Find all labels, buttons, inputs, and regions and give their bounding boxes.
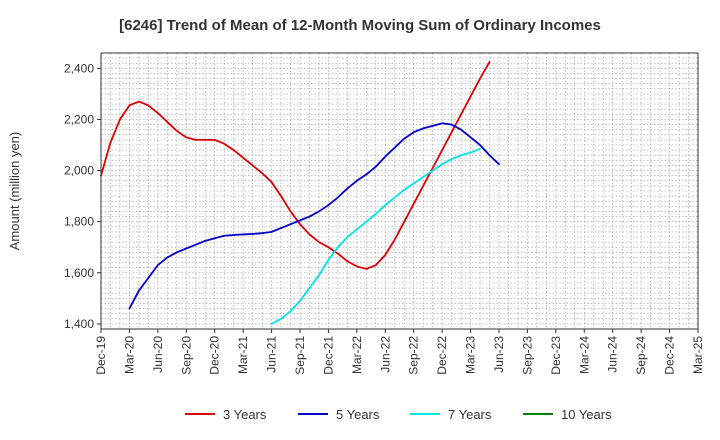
x-tick-label: Dec-19 (94, 336, 108, 375)
x-tick-label: Jun-24 (606, 336, 620, 373)
x-ticks: Dec-19 Mar-20 Jun-20 Sep-20 Dec-20 Mar-21 Jun-… (94, 329, 705, 375)
x-tick-label: Sep-21 (293, 336, 307, 375)
x-tick-label: Dec-22 (435, 336, 449, 375)
legend-label: 10 Years (561, 407, 612, 422)
legend-label: 7 Years (448, 407, 492, 422)
x-tick-label: Mar-23 (464, 336, 478, 374)
x-tick-label: Sep-20 (179, 336, 193, 375)
y-axis-label: Amount (million yen) (7, 132, 22, 251)
x-tick-label: Mar-24 (577, 336, 591, 374)
y-tick-label: 2,000 (64, 164, 94, 178)
x-tick-label: Mar-22 (350, 336, 364, 374)
series-line-3-years (100, 61, 491, 270)
y-tick-label: 1,400 (64, 317, 94, 331)
y-tick-label: 1,800 (64, 215, 94, 229)
legend: 3 Years 5 Years 7 Years 10 Years (185, 407, 612, 422)
series-lines (100, 61, 500, 325)
legend-label: 5 Years (336, 407, 380, 422)
x-tick-label: Dec-24 (663, 336, 677, 375)
grid (100, 52, 699, 329)
x-tick-label: Dec-21 (321, 336, 335, 375)
plot-frame (100, 52, 699, 330)
y-tick-label: 2,400 (64, 61, 94, 75)
series-line-5-years (128, 122, 500, 310)
series-line-7-years (270, 147, 481, 325)
x-tick-label: Dec-23 (549, 336, 563, 375)
x-tick-label: Dec-20 (208, 336, 222, 375)
legend-label: 3 Years (223, 407, 267, 422)
x-tick-label: Sep-24 (634, 336, 648, 375)
x-tick-label: Mar-25 (691, 336, 705, 374)
x-tick-label: Jun-21 (265, 336, 279, 373)
y-tick-label: 2,200 (64, 112, 94, 126)
x-tick-label: Mar-20 (122, 336, 136, 374)
x-tick-label: Sep-23 (520, 336, 534, 375)
chart-title: [6246] Trend of Mean of 12-Month Moving … (119, 17, 601, 34)
x-tick-label: Jun-20 (151, 336, 165, 373)
y-ticks: 1,400 1,600 1,800 2,000 2,200 2,400 (64, 61, 101, 331)
x-tick-label: Jun-22 (378, 336, 392, 373)
x-tick-label: Jun-23 (492, 336, 506, 373)
x-tick-label: Sep-22 (407, 336, 421, 375)
x-tick-label: Mar-21 (236, 336, 250, 374)
y-tick-label: 1,600 (64, 266, 94, 280)
